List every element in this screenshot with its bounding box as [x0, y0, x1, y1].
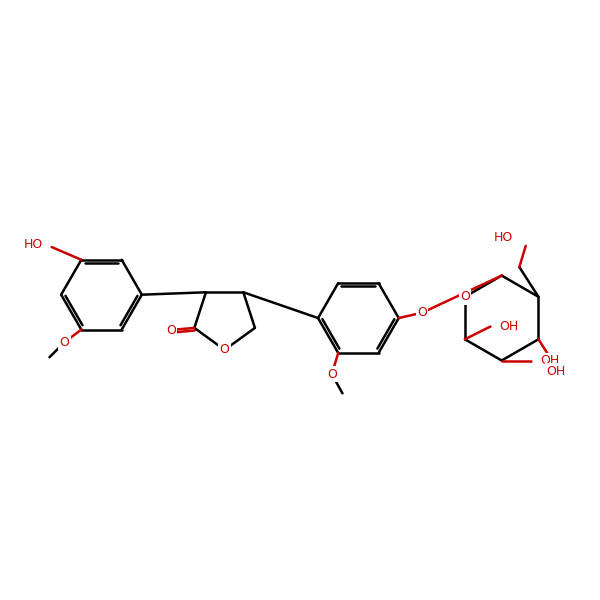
- Text: O: O: [166, 323, 176, 337]
- Text: O: O: [327, 368, 337, 381]
- Text: O: O: [220, 343, 230, 356]
- Text: OH: OH: [540, 354, 559, 367]
- Text: OH: OH: [546, 365, 565, 377]
- Text: HO: HO: [494, 231, 513, 244]
- Text: O: O: [460, 290, 470, 304]
- Text: O: O: [417, 306, 427, 319]
- Text: O: O: [59, 336, 69, 349]
- Text: OH: OH: [499, 320, 518, 333]
- Text: HO: HO: [24, 238, 43, 251]
